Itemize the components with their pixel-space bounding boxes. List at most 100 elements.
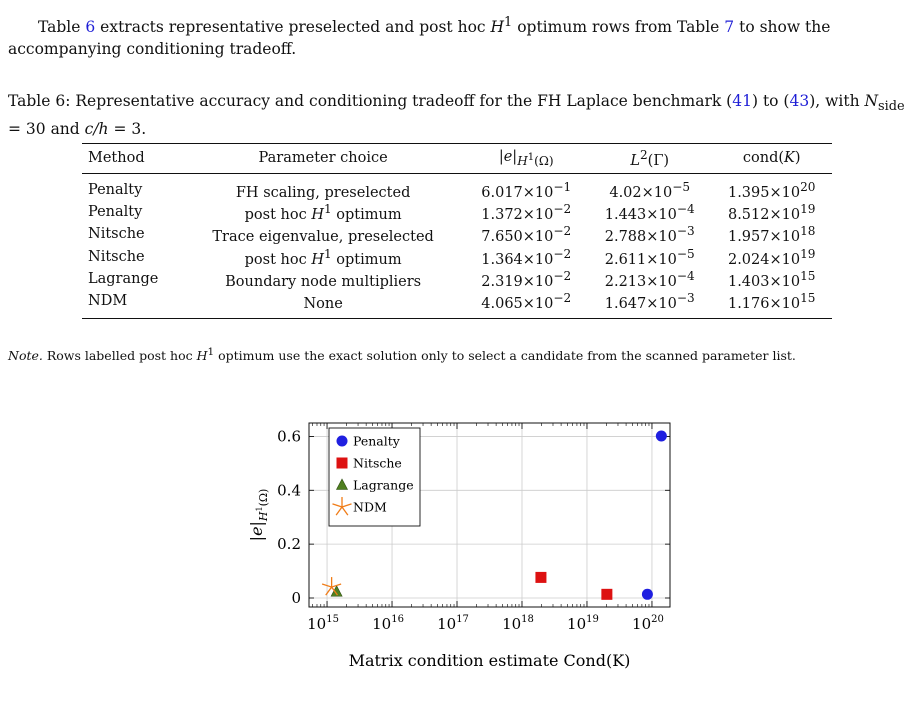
y-tick-label: 0.4 <box>277 481 301 499</box>
col-header-h1-error: |e|H1(Ω) <box>464 143 588 174</box>
intro-h-symbol: H <box>490 18 505 37</box>
intro-text-1: Table <box>38 18 86 37</box>
eq-ref-41[interactable]: 41 <box>732 92 752 110</box>
results-table: Method Parameter choice |e|H1(Ω) L2(Γ) c… <box>82 143 832 319</box>
cell-l2-error: 4.02×10−5 <box>609 179 691 201</box>
caption-ch-symbol: c/h <box>84 120 109 139</box>
cell-method: Nitsche <box>88 226 145 243</box>
table-row: NDM None 4.065×10−2 1.647×10−3 1.176×1015 <box>82 290 832 318</box>
plot-frame <box>308 422 671 608</box>
caption-text-2: ) to ( <box>751 92 790 110</box>
caption-text-1: Table 6: Representative accuracy and con… <box>8 92 733 110</box>
table-row: Penalty FH scaling, preselected 6.017×10−1… <box>82 173 832 201</box>
cell-l2-error: 2.213×10−4 <box>604 269 695 290</box>
intro-text-4: to show the accompanying conditioning tr… <box>8 18 831 59</box>
caption-text-4: = 30 and <box>8 120 85 139</box>
cell-parameter: FH scaling, preselected <box>235 184 411 201</box>
note-h-symbol: H <box>196 348 208 364</box>
cell-parameter: Boundary node multipliers <box>225 273 422 290</box>
cell-method: Penalty <box>88 204 143 221</box>
cell-l2-error: 1.443×10−4 <box>604 202 695 223</box>
caption-n-sub: side <box>878 99 905 115</box>
x-tick-label: 1016 <box>372 614 404 633</box>
l2-sup: 2 <box>639 148 648 162</box>
cell-h1-error: 1.364×10−2 <box>481 246 572 268</box>
col-header-cond: cond(K) <box>711 143 832 174</box>
data-point-nitsche <box>601 588 613 600</box>
table-header-row: Method Parameter choice |e|H1(Ω) L2(Γ) c… <box>82 143 832 174</box>
legend-marker-ndm <box>332 497 352 516</box>
table-row: Penalty post hoc H1 optimum 1.372×10−2 1.44… <box>82 201 832 223</box>
cell-cond: 1.403×1015 <box>727 269 816 290</box>
x-tick-label: 1020 <box>632 614 664 633</box>
table-row: Nitsche post hoc H1 optimum 1.364×10−2 2.61… <box>82 246 832 268</box>
y-tick-label: 0.2 <box>277 535 301 553</box>
cell-cond: 2.024×1019 <box>727 246 816 268</box>
x-axis-label: Matrix condition estimate Cond(K) <box>349 651 631 670</box>
caption-text-5: = 3. <box>108 120 147 139</box>
y-axis-label: |e|H1(Ω) <box>247 489 270 542</box>
x-tick-label: 1019 <box>567 614 599 633</box>
cell-cond: 8.512×1019 <box>727 202 816 223</box>
y-tick-label: 0 <box>291 589 301 607</box>
note-h-sup: 1 <box>207 346 215 358</box>
cell-parameter: Trace eigenvalue, preselected <box>212 229 434 246</box>
cell-h1-error: 1.372×10−2 <box>481 202 572 223</box>
table-ref-6[interactable]: 6 <box>85 18 96 37</box>
intro-h-sup: 1 <box>504 15 513 30</box>
data-point-ndm <box>321 577 342 596</box>
col-header-l2-error: L2(Γ) <box>587 143 712 174</box>
caption-text-3: ), with <box>809 92 865 110</box>
legend-label-penalty: Penalty <box>353 434 401 449</box>
cell-method: Nitsche <box>88 248 145 265</box>
data-point-nitsche <box>535 571 547 583</box>
cell-parameter: post hoc H1 optimum <box>244 202 402 223</box>
legend-label-nitsche: Nitsche <box>353 456 402 471</box>
l2-base: L <box>630 152 640 169</box>
cell-h1-error: 2.319×10−2 <box>481 269 572 290</box>
x-tick-label: 1017 <box>437 614 469 633</box>
data-point-penalty <box>641 588 653 600</box>
l2-arg: (Γ) <box>647 152 670 169</box>
cell-method: Penalty <box>88 181 143 198</box>
cell-method: NDM <box>88 293 128 310</box>
h1-sub: H1(Ω) <box>517 151 554 168</box>
table-note: Note. Rows labelled post hoc H1 optimum … <box>8 344 908 364</box>
x-tick-label: 1015 <box>307 614 339 633</box>
h1-base: |e| <box>498 148 518 165</box>
intro-paragraph: Table 6 extracts representative preselec… <box>8 12 908 60</box>
cell-h1-error: 4.065×10−2 <box>481 291 572 313</box>
cell-parameter: post hoc H1 optimum <box>244 246 402 268</box>
legend-marker-nitsche <box>336 457 348 469</box>
note-text-2: optimum use the exact solution only to s… <box>214 348 796 364</box>
intro-text-3: optimum rows from Table <box>512 18 725 37</box>
eq-ref-43[interactable]: 43 <box>789 92 810 110</box>
note-label: Note. <box>8 348 43 364</box>
table-row: Nitsche Trace eigenvalue, preselected 7.65… <box>82 223 832 245</box>
legend-label-ndm: NDM <box>353 500 387 515</box>
cell-cond: 1.395×1020 <box>727 179 816 201</box>
cell-l2-error: 2.611×10−5 <box>604 246 695 268</box>
legend-marker-lagrange <box>336 478 348 490</box>
y-tick-label: 0.6 <box>277 427 301 445</box>
cell-h1-error: 6.017×10−1 <box>481 179 572 201</box>
table-ref-7[interactable]: 7 <box>724 18 735 37</box>
legend-marker-penalty <box>336 435 348 447</box>
legend-label-lagrange: Lagrange <box>353 478 414 493</box>
col-header-parameter: Parameter choice <box>181 143 465 174</box>
cell-h1-error: 7.650×10−2 <box>481 224 572 246</box>
caption-n-symbol: N <box>864 92 879 110</box>
cell-l2-error: 1.647×10−3 <box>604 291 695 313</box>
table-caption: Table 6: Representative accuracy and con… <box>8 90 913 141</box>
note-text-1: Rows labelled post hoc <box>42 348 197 364</box>
x-tick-label: 1018 <box>502 614 534 633</box>
data-point-penalty <box>655 430 667 442</box>
intro-text-2: extracts representative preselected and … <box>95 18 491 37</box>
table-row: Lagrange Boundary node multipliers 2.319×1… <box>82 268 832 290</box>
cell-method: Lagrange <box>88 271 159 288</box>
cell-cond: 1.957×1018 <box>727 224 816 246</box>
col-header-method: Method <box>82 143 182 174</box>
cell-l2-error: 2.788×10−3 <box>604 224 695 246</box>
cell-parameter: None <box>303 296 343 313</box>
